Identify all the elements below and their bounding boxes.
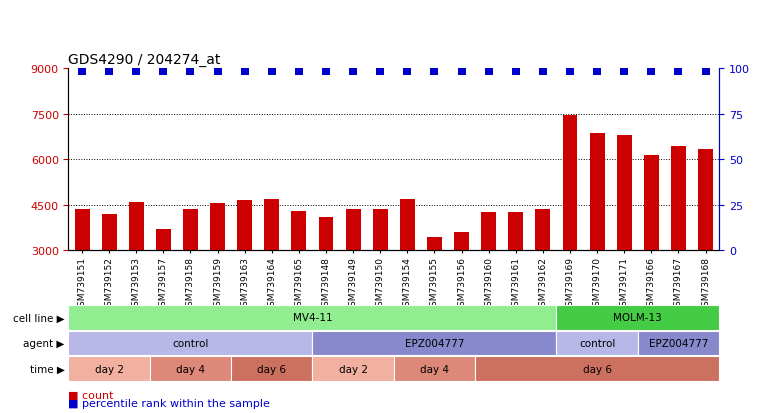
Point	[293, 68, 305, 75]
Bar	[150, 356, 231, 381]
Point	[537, 68, 549, 75]
Bar	[291, 211, 307, 251]
Point	[239, 68, 251, 75]
Bar	[68, 331, 313, 356]
Bar	[129, 202, 144, 251]
Point	[428, 68, 441, 75]
Text: ■ percentile rank within the sample: ■ percentile rank within the sample	[68, 399, 270, 408]
Text: control: control	[172, 338, 209, 348]
Text: MOLM-13: MOLM-13	[613, 313, 662, 323]
Text: day 6: day 6	[257, 364, 286, 374]
Bar	[698, 149, 713, 251]
Bar	[590, 134, 604, 251]
Point	[618, 68, 630, 75]
Point	[699, 68, 712, 75]
Bar	[264, 199, 279, 251]
Point	[645, 68, 658, 75]
Point	[76, 68, 88, 75]
Text: EPZ004777: EPZ004777	[405, 338, 464, 348]
Bar	[562, 116, 578, 251]
Bar	[237, 201, 252, 251]
Text: day 4: day 4	[420, 364, 449, 374]
Text: agent ▶: agent ▶	[24, 338, 65, 348]
Text: ■ count: ■ count	[68, 389, 114, 399]
Bar	[508, 213, 524, 251]
Point	[564, 68, 576, 75]
Bar	[373, 210, 387, 251]
Point	[266, 68, 278, 75]
Text: time ▶: time ▶	[30, 364, 65, 374]
Bar	[475, 356, 719, 381]
Bar	[313, 331, 556, 356]
Bar	[68, 356, 150, 381]
Text: EPZ004777: EPZ004777	[649, 338, 708, 348]
Point	[347, 68, 359, 75]
Bar	[313, 356, 394, 381]
Point	[158, 68, 170, 75]
Point	[456, 68, 468, 75]
Point	[212, 68, 224, 75]
Point	[320, 68, 332, 75]
Text: cell line ▶: cell line ▶	[13, 313, 65, 323]
Text: day 2: day 2	[339, 364, 368, 374]
Bar	[210, 204, 225, 251]
Bar	[671, 146, 686, 251]
Text: day 2: day 2	[94, 364, 123, 374]
Bar	[400, 199, 415, 251]
Bar	[231, 356, 313, 381]
Bar	[183, 210, 198, 251]
Point	[591, 68, 603, 75]
Text: GDS4290 / 204274_at: GDS4290 / 204274_at	[68, 52, 221, 66]
Text: day 6: day 6	[583, 364, 612, 374]
Bar	[617, 135, 632, 251]
Text: MV4-11: MV4-11	[293, 313, 333, 323]
Bar	[536, 210, 550, 251]
Point	[184, 68, 196, 75]
Bar	[644, 155, 659, 251]
Bar	[427, 237, 442, 251]
Point	[103, 68, 115, 75]
Point	[374, 68, 387, 75]
Text: day 4: day 4	[176, 364, 205, 374]
Point	[401, 68, 413, 75]
Bar	[75, 210, 90, 251]
Bar	[556, 305, 719, 330]
Bar	[394, 356, 475, 381]
Bar	[556, 331, 638, 356]
Bar	[102, 214, 116, 251]
Text: control: control	[579, 338, 616, 348]
Bar	[68, 305, 556, 330]
Bar	[481, 213, 496, 251]
Bar	[319, 217, 333, 251]
Point	[482, 68, 495, 75]
Point	[510, 68, 522, 75]
Point	[130, 68, 142, 75]
Point	[673, 68, 685, 75]
Bar	[454, 233, 469, 251]
Bar	[638, 331, 719, 356]
Bar	[156, 230, 170, 251]
Bar	[345, 210, 361, 251]
